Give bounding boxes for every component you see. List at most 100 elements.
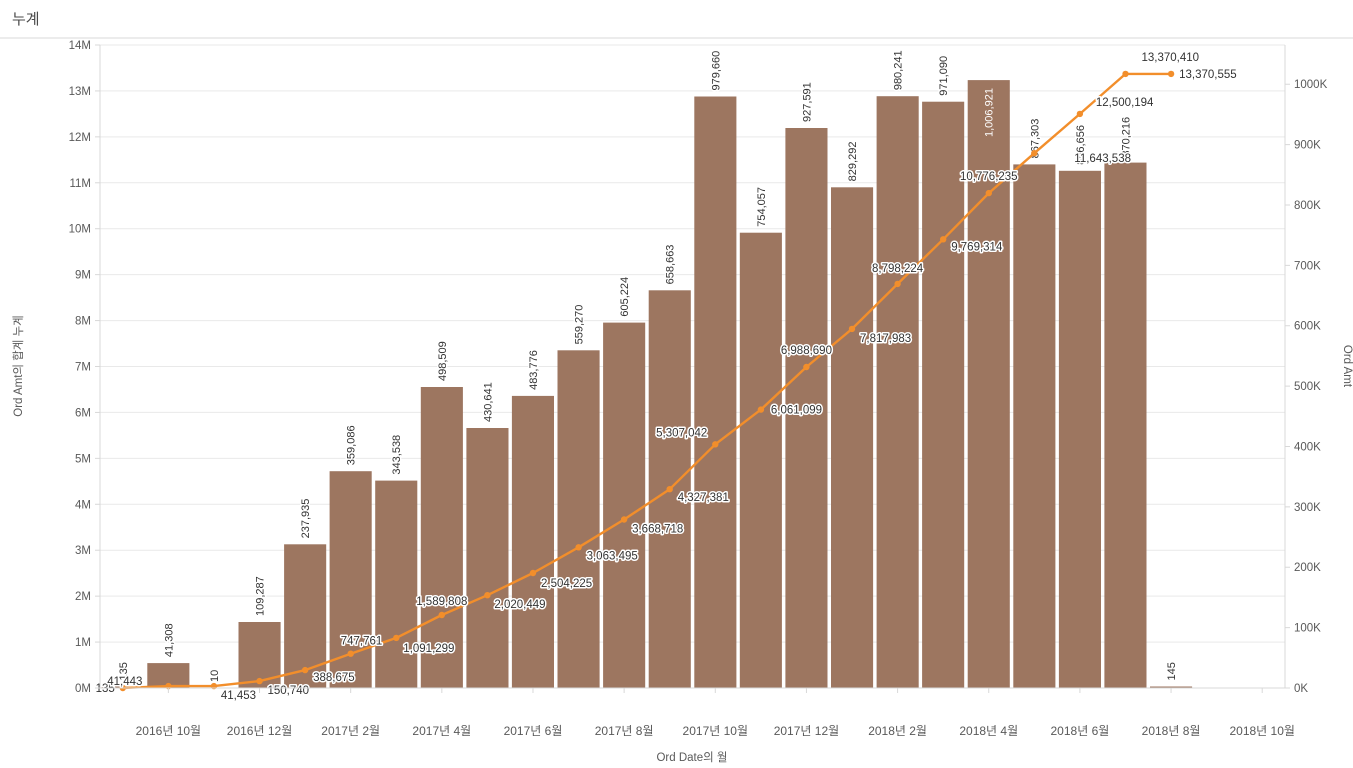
x-axis-title: Ord Date의 월 (656, 751, 727, 764)
bar-value-label: 135 (118, 662, 130, 680)
bar-value-label: 498,509 (437, 341, 449, 381)
line-point[interactable] (666, 486, 673, 493)
bar-value-label: 980,241 (893, 50, 905, 90)
right-axis-tick-label: 0K (1294, 683, 1308, 695)
bar[interactable] (739, 232, 782, 688)
line-value-label: 7,817,983 (860, 333, 911, 345)
x-axis-tick-label: 2016년 10월 (136, 724, 201, 738)
line-point[interactable] (712, 441, 719, 448)
right-axis-title: Ord Amt (1341, 345, 1353, 388)
line-value-label: 3,063,495 (587, 550, 638, 562)
left-axis-title: Ord Amt의 합계 누계 (12, 315, 25, 416)
bar[interactable] (1150, 686, 1193, 689)
right-axis-tick-label: 900K (1294, 140, 1321, 152)
cumulative-line[interactable] (121, 72, 1173, 690)
line-point[interactable] (894, 280, 901, 288)
line-point[interactable] (529, 569, 537, 577)
bar-value-label: 145 (1166, 662, 1178, 680)
right-axis-tick-label: 1000K (1294, 79, 1328, 91)
line-value-label: 41,443 (107, 676, 142, 688)
bar-value-label: 605,224 (619, 277, 631, 317)
left-axis-tick-label: 14M (69, 40, 91, 52)
bar[interactable] (1013, 164, 1056, 689)
bar[interactable] (831, 187, 874, 688)
line-value-label: 41,453 (221, 690, 256, 702)
bar-value-label: 1,006,921 (984, 88, 996, 137)
x-axis-tick-label: 2018년 2월 (868, 724, 927, 738)
bar-value-label: 829,292 (847, 142, 859, 182)
line-point[interactable] (1167, 70, 1175, 78)
line-point[interactable] (940, 236, 947, 243)
bar-value-label: 109,287 (255, 576, 267, 616)
bar-value-label: 430,641 (482, 382, 494, 422)
bar[interactable] (511, 395, 554, 688)
line-point[interactable] (848, 325, 856, 333)
line-value-label: 12,500,194 (1096, 97, 1154, 109)
line-point[interactable] (575, 544, 582, 551)
line-point[interactable] (301, 666, 309, 674)
line-value-label: 747,761 (341, 636, 383, 648)
line-point[interactable] (393, 634, 400, 642)
left-axis-tick-label: 9M (75, 270, 91, 282)
bar-value-label: 10 (209, 670, 221, 682)
line-point[interactable] (256, 677, 263, 685)
line-point[interactable] (620, 516, 628, 523)
left-axis-tick-label: 7M (75, 362, 91, 374)
bar-value-label: 41,308 (163, 623, 175, 657)
right-axis-tick-label: 700K (1294, 260, 1321, 272)
bar[interactable] (284, 544, 327, 688)
line-value-label: 150,740 (268, 685, 310, 697)
line-point[interactable] (438, 611, 445, 619)
right-axis-tick-label: 500K (1294, 381, 1321, 393)
x-axis-tick-label: 2017년 12월 (774, 724, 839, 738)
line-point[interactable] (1031, 150, 1038, 157)
x-axis-tick-label: 2017년 2월 (321, 724, 380, 738)
left-axis-tick-label: 6M (75, 407, 91, 419)
right-axis-tick-label: 600K (1294, 321, 1321, 333)
bar[interactable] (922, 101, 965, 688)
x-axis-tick-label: 2018년 8월 (1142, 724, 1201, 738)
bar[interactable] (1058, 170, 1101, 689)
bar[interactable] (420, 387, 463, 688)
line-value-label: 5,307,042 (656, 427, 707, 439)
line-point[interactable] (347, 650, 354, 657)
x-axis-tick-label: 2017년 6월 (504, 724, 563, 738)
line-point[interactable] (803, 363, 810, 371)
bar[interactable] (1104, 162, 1147, 689)
line-value-label: 3,668,718 (632, 524, 683, 536)
x-axis-tick-label: 2017년 10월 (683, 724, 748, 738)
bar-value-label: 856,656 (1075, 125, 1087, 165)
left-axis-tick-label: 1M (75, 637, 91, 649)
bar[interactable] (557, 350, 600, 688)
x-axis-tick-label: 2018년 10월 (1229, 724, 1294, 738)
left-axis-tick-label: 8M (75, 316, 91, 328)
bar[interactable] (466, 428, 509, 688)
line-value-label: 8,798,224 (872, 263, 924, 275)
line-point[interactable] (1076, 110, 1084, 118)
x-axis-tick-label: 2018년 4월 (959, 724, 1018, 738)
bar[interactable] (694, 96, 737, 688)
left-axis-tick-label: 2M (75, 591, 91, 603)
x-axis-tick-label: 2017년 4월 (412, 724, 471, 738)
line-point[interactable] (484, 592, 491, 599)
line-point[interactable] (757, 406, 765, 413)
bar-value-label: 870,216 (1120, 117, 1132, 157)
bar-value-label: 754,057 (756, 187, 768, 227)
line-point[interactable] (1122, 70, 1129, 78)
bar-value-label: 658,663 (665, 245, 677, 285)
bar-value-label: 971,090 (938, 56, 950, 96)
line-value-label: 1,091,299 (403, 643, 454, 655)
bar[interactable] (603, 322, 646, 689)
left-axis-tick-label: 10M (69, 224, 91, 236)
bar[interactable] (785, 128, 828, 689)
bar[interactable] (876, 96, 919, 689)
bar-value-label: 343,538 (391, 435, 403, 475)
line-value-label: 13,370,555 (1179, 69, 1237, 81)
line-value-label: 6,061,099 (771, 405, 822, 417)
line-value-label: 2,504,225 (541, 578, 592, 590)
line-point[interactable] (985, 189, 992, 197)
bar-value-label: 237,935 (300, 499, 312, 539)
bar[interactable] (375, 480, 418, 689)
